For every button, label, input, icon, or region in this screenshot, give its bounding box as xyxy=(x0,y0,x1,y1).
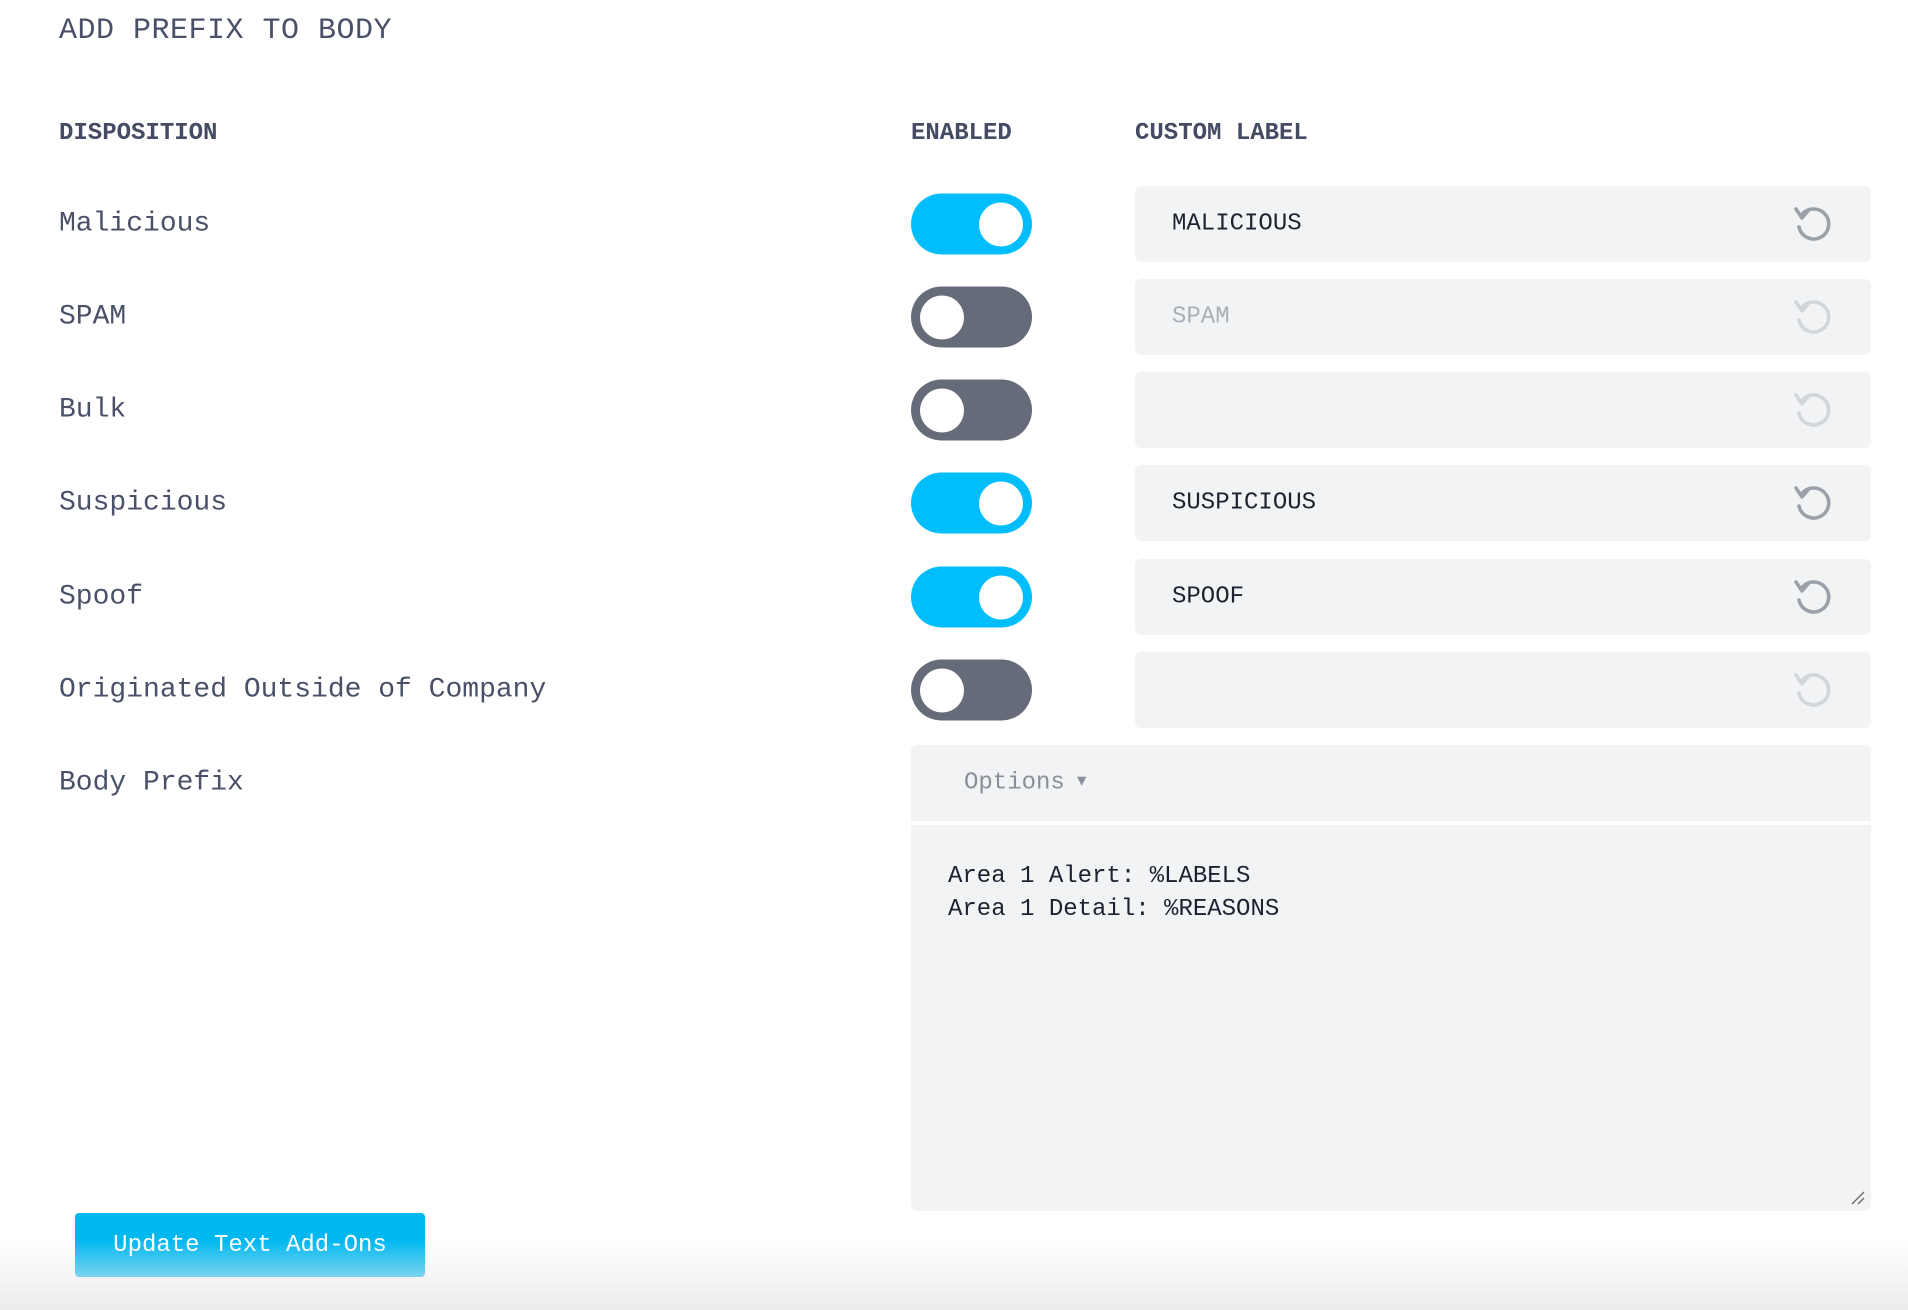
reset-icon[interactable] xyxy=(1791,388,1835,432)
reset-icon[interactable] xyxy=(1791,668,1835,712)
custom-label-value: SPAM xyxy=(1172,303,1230,331)
disposition-originated-outside-of-company: Originated Outside of Company xyxy=(59,674,547,706)
header-custom-label: CUSTOM LABEL xyxy=(1135,120,1308,147)
disposition-spam: SPAM xyxy=(59,301,127,333)
custom-label-input-spam[interactable]: SPAM xyxy=(1135,279,1871,355)
reset-icon[interactable] xyxy=(1791,295,1835,339)
custom-label-input-originated-outside-of-company[interactable] xyxy=(1135,652,1871,728)
toggle-knob xyxy=(979,575,1023,620)
custom-label-input-malicious[interactable]: MALICIOUS xyxy=(1135,186,1871,262)
header-enabled: ENABLED xyxy=(911,120,1012,147)
custom-label-input-bulk[interactable] xyxy=(1135,372,1871,448)
toggle-knob xyxy=(920,668,964,713)
body-prefix-textarea[interactable]: Area 1 Alert: %LABELS Area 1 Detail: %RE… xyxy=(911,825,1871,1211)
toggle-knob xyxy=(920,295,964,340)
toggle-spam[interactable] xyxy=(911,286,1032,348)
options-label: Options xyxy=(964,769,1065,797)
toggle-knob xyxy=(979,481,1023,526)
toggle-spoof[interactable] xyxy=(911,566,1032,628)
toggle-suspicious[interactable] xyxy=(911,472,1032,534)
toggle-knob xyxy=(979,202,1023,247)
toggle-knob xyxy=(920,388,964,433)
header-disposition: DISPOSITION xyxy=(59,120,218,147)
resize-grip-icon[interactable] xyxy=(1849,1189,1865,1205)
toggle-malicious[interactable] xyxy=(911,193,1032,255)
caret-down-icon: ▼ xyxy=(1076,772,1087,791)
body-prefix-label: Body Prefix xyxy=(59,767,244,799)
options-dropdown[interactable]: Options ▼ xyxy=(964,770,1086,797)
disposition-suspicious: Suspicious xyxy=(59,487,228,519)
options-toolbar: Options ▼ xyxy=(911,745,1871,821)
update-text-addons-button[interactable]: Update Text Add-Ons xyxy=(75,1213,425,1277)
prefix-line-2: Area 1 Detail: %REASONS xyxy=(948,896,1280,923)
toggle-bulk[interactable] xyxy=(911,379,1032,441)
reset-icon[interactable] xyxy=(1791,481,1835,525)
prefix-line-1: Area 1 Alert: %LABELS xyxy=(948,863,1251,890)
disposition-malicious: Malicious xyxy=(59,208,211,240)
section-title: ADD PREFIX TO BODY xyxy=(59,14,393,48)
reset-icon[interactable] xyxy=(1791,202,1835,246)
reset-icon[interactable] xyxy=(1791,575,1835,619)
custom-label-input-suspicious[interactable]: SUSPICIOUS xyxy=(1135,465,1871,541)
custom-label-value: MALICIOUS xyxy=(1172,210,1302,238)
toggle-originated-outside-of-company[interactable] xyxy=(911,659,1032,721)
custom-label-value: SPOOF xyxy=(1172,583,1245,611)
custom-label-value: SUSPICIOUS xyxy=(1172,489,1317,517)
disposition-spoof: Spoof xyxy=(59,581,144,613)
custom-label-input-spoof[interactable]: SPOOF xyxy=(1135,559,1871,635)
disposition-bulk: Bulk xyxy=(59,394,127,426)
